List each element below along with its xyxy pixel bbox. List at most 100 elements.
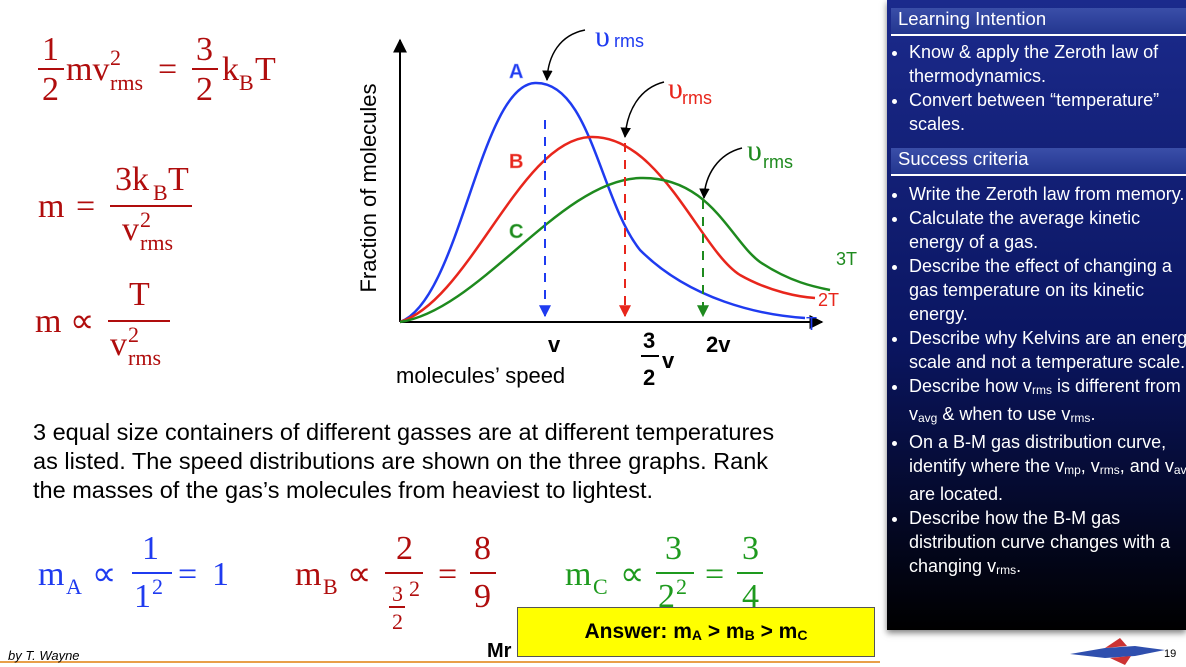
speed-distribution-graph: υ rms υ rms υ rms A B C T 2T 3T Fraction…: [356, 20, 857, 390]
text-segment: Describe why Kelvins are an energy scale…: [909, 328, 1186, 372]
annotation-arrow: [542, 29, 586, 82]
formula-text: m: [295, 556, 322, 593]
formula-text: ∝: [347, 556, 372, 593]
fraction-bar: [38, 68, 64, 70]
author: by T. Wayne: [8, 648, 80, 663]
speed-mark: v: [548, 332, 561, 357]
list-item: Describe how vrms is different from vavg…: [909, 374, 1186, 430]
panel-heading: Learning Intention: [891, 8, 1186, 36]
fraction-bar: [389, 606, 405, 608]
formula-text: A: [66, 574, 82, 599]
fraction-bar: [656, 572, 694, 574]
subscript: A: [691, 627, 702, 643]
question-line: 3 equal size containers of different gas…: [33, 419, 775, 445]
subscript: rms: [1032, 383, 1053, 397]
formula-text: m: [38, 188, 65, 225]
formula-text: rms: [110, 70, 143, 95]
question: 3 equal size containers of different gas…: [33, 418, 774, 505]
subscript: rms: [1070, 411, 1091, 425]
text-segment: .: [1016, 556, 1022, 576]
text-segment: Answer: m: [584, 620, 692, 643]
formula-text: =: [158, 51, 178, 88]
annotation-arrow: [699, 147, 743, 200]
fraction-bar: [385, 572, 423, 574]
fraction-bar: [470, 572, 496, 574]
vrms-label: rms: [682, 88, 712, 108]
subscript: rms: [996, 563, 1017, 577]
temp-label: T: [806, 314, 817, 334]
formula-text: 3: [742, 530, 759, 567]
formula-text: rms: [140, 230, 173, 255]
fraction-bar: [132, 572, 172, 574]
vrms-label: rms: [614, 31, 644, 51]
formula-text: ∝: [620, 556, 645, 593]
answer-box: Answer: mA > mB > mC: [517, 607, 875, 657]
text-segment: & when to use v: [937, 404, 1071, 424]
speed-mark: 3: [643, 328, 655, 353]
curve-c: [399, 176, 831, 324]
formula-text: ∝: [70, 303, 95, 340]
question-line: the masses of the gas’s molecules from h…: [33, 477, 654, 503]
text-segment: , v: [1080, 456, 1100, 476]
formula-text: B: [323, 574, 338, 599]
success-list: Write the Zeroth law from memory. Calcula…: [893, 182, 1186, 582]
formula-text: B: [239, 70, 254, 95]
question-line: as listed. The speed distributions are s…: [33, 448, 769, 474]
text-segment: > m: [702, 620, 745, 643]
list-item: Describe why Kelvins are an energy scale…: [909, 326, 1186, 374]
subscript: rms: [1099, 463, 1120, 477]
formula-text: mv: [66, 51, 110, 88]
formula-text: =: [438, 556, 458, 593]
formula-text: 2: [128, 322, 139, 347]
formula-text: 2: [110, 45, 121, 70]
footer-line: [0, 661, 880, 663]
formula-text: 4: [742, 578, 759, 615]
formula-text: T: [168, 161, 189, 198]
list-item: Know & apply the Zeroth law of thermodyn…: [909, 40, 1186, 88]
speed-mark: 2: [643, 365, 655, 390]
formula-text: T: [255, 51, 276, 88]
speed-mark: 2v: [706, 332, 731, 357]
text-segment: Describe how v: [909, 376, 1033, 396]
formula-text: 3: [196, 31, 213, 68]
list-item: Write the Zeroth law from memory.: [909, 182, 1186, 206]
footer-title: Mr: [487, 640, 512, 662]
objectives-panel: Learning Intention Know & apply the Zero…: [887, 0, 1186, 630]
speed-mark: v: [662, 348, 675, 373]
formula-text: 1: [134, 578, 151, 615]
list-item: Calculate the average kinetic energy of …: [909, 206, 1186, 254]
formula-text: 2: [196, 71, 213, 108]
formula-text: 3: [392, 581, 403, 606]
curve-label: B: [509, 151, 523, 173]
vrms-label: υ: [668, 72, 683, 105]
vrms-label: υ: [747, 134, 762, 167]
y-axis-label: Fraction of molecules: [356, 83, 381, 292]
list-item: Describe how the B-M gas distribution cu…: [909, 506, 1186, 582]
fraction-bar: [108, 320, 170, 322]
formula-text: 2: [152, 574, 163, 599]
subscript: avg: [918, 411, 938, 425]
curve-a: [399, 81, 806, 324]
text-segment: are located.: [909, 484, 1004, 504]
formula-text: v: [122, 211, 139, 248]
list-item: Describe the effect of changing a gas te…: [909, 254, 1186, 326]
subscript: avg: [1173, 463, 1186, 477]
text-segment: Calculate the average kinetic energy of …: [909, 208, 1141, 252]
text-segment: Know & apply the Zeroth law of thermodyn…: [909, 42, 1159, 86]
formula-text: m: [565, 556, 592, 593]
fraction-bar: [110, 205, 192, 207]
text-segment: > m: [754, 620, 798, 643]
formula-text: k: [222, 51, 239, 88]
subscript: C: [797, 627, 808, 643]
formula-text: T: [129, 276, 150, 313]
jet-icon: [1070, 638, 1165, 665]
x-axis-label: molecules’ speed: [396, 363, 565, 388]
formula-text: 1: [142, 530, 159, 567]
subscript: mp: [1064, 463, 1081, 477]
text-segment: Convert between “temperature” scales.: [909, 90, 1160, 134]
formula-text: m: [38, 556, 65, 593]
formula-text: 2: [396, 530, 413, 567]
fraction-bar: [737, 572, 763, 574]
vrms-label: rms: [763, 152, 793, 172]
